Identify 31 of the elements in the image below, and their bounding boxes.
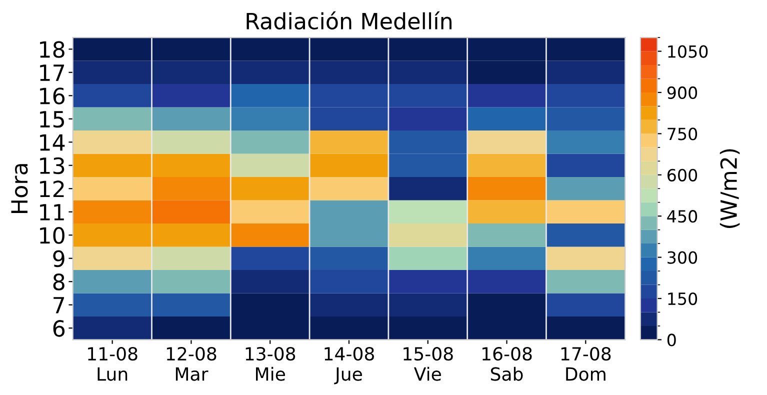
y-tick-label: 12 bbox=[40, 180, 64, 198]
y-tick-label: 13 bbox=[40, 157, 64, 174]
color-bar-title: (W/m2) bbox=[720, 149, 740, 228]
x-tick-label: 13-08 Mie bbox=[246, 346, 296, 381]
y-tick-label: 11 bbox=[40, 204, 64, 220]
x-tick-label: 17-08 Dom bbox=[561, 346, 611, 381]
color-bar-label: 1050 bbox=[668, 45, 708, 58]
y-axis-title: Hora bbox=[11, 164, 28, 213]
y-tick-label: 7 bbox=[54, 297, 64, 314]
y-tick-label: 10 bbox=[40, 227, 64, 244]
color-bar-label: 900 bbox=[667, 86, 698, 100]
y-tick-label: 18 bbox=[40, 41, 64, 58]
color-bar-label: 150 bbox=[668, 292, 698, 306]
color-bar-label: 0 bbox=[667, 334, 676, 346]
x-tick-label: 16-08 Sab bbox=[482, 346, 532, 381]
y-tick-label: 9 bbox=[53, 250, 64, 268]
x-tick-label: 11-08 Lun bbox=[88, 346, 138, 381]
y-tick-label: 17 bbox=[40, 64, 64, 81]
color-bar-label: 600 bbox=[668, 168, 698, 182]
y-tick-label: 8 bbox=[53, 274, 64, 290]
color-bar-label: 750 bbox=[668, 128, 698, 140]
color-bar-label: 450 bbox=[667, 210, 698, 223]
y-tick-label: 14 bbox=[40, 134, 65, 151]
x-tick-label: 15-08 Vie bbox=[404, 346, 453, 381]
x-tick-label: 12-08 Mar bbox=[166, 346, 216, 381]
y-tick-label: 6 bbox=[53, 320, 65, 337]
y-tick-label: 15 bbox=[40, 111, 64, 128]
chart-title: Radiación Medellín bbox=[246, 11, 452, 30]
x-tick-label: 14-08 Jue bbox=[324, 346, 374, 384]
color-bar-label: 300 bbox=[668, 251, 698, 264]
y-tick-label: 16 bbox=[40, 88, 65, 104]
